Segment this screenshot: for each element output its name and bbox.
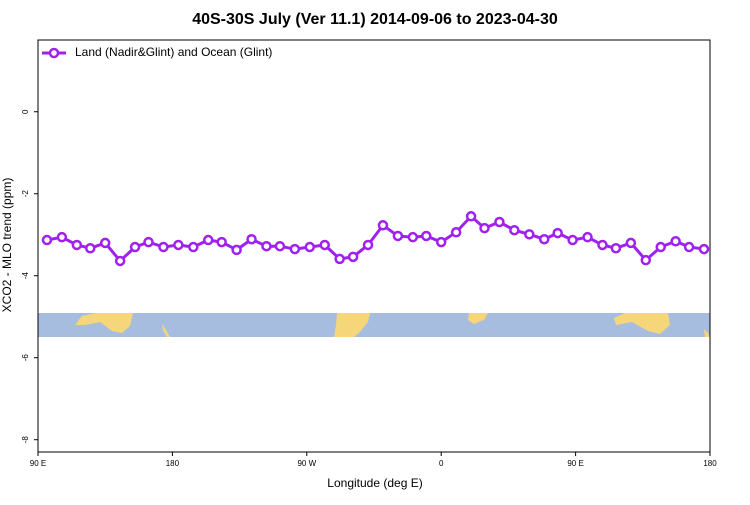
plot-frame [37,39,711,453]
data-point [202,234,214,246]
data-point [158,241,169,253]
data-point [582,231,593,243]
data-point [304,241,316,253]
x-tick-label: 180 [166,459,180,468]
data-point [683,241,695,253]
data-point [274,240,286,252]
ocean-band [38,313,710,337]
land [75,313,133,333]
data-point [392,230,404,242]
x-tick-label: 90 W [297,459,316,468]
data-point [85,243,96,254]
x-tick-label: 90 E [567,459,583,468]
data-point [597,239,608,251]
legend-marker [48,47,60,59]
data-point [188,241,199,253]
data-point [289,243,301,255]
data-point [465,211,477,222]
data-point [494,216,505,228]
land [468,313,488,324]
data-point [319,239,330,251]
data-point [567,234,578,246]
data-point [71,239,83,251]
y-tick-label: -8 [21,436,30,444]
data-point [421,230,432,242]
data-point [552,227,563,239]
data-point [99,237,111,249]
data-point [231,244,242,256]
data-point [173,239,184,251]
data-point [670,236,681,247]
x-axis-label: Longitude (deg E) [327,476,422,490]
x-tick-label: 90 E [30,459,46,468]
land [334,313,370,337]
data-point [640,254,652,266]
data-point [334,253,345,265]
data-point [610,243,622,254]
data-point [143,236,154,248]
data-point [655,241,666,253]
data-point [407,231,419,243]
map-strip [38,313,710,337]
data-point [216,236,227,248]
data-point [246,233,257,245]
data-point [625,237,637,249]
data-point [56,231,68,243]
legend-label: Land (Nadir&Glint) and Ocean (Glint) [75,45,272,59]
data-point [450,227,462,238]
data-point [538,233,550,245]
data-point [698,243,710,255]
data-point [362,239,374,251]
land [704,329,710,337]
data-point [377,220,389,231]
y-axis-label: XCO2 - MLO trend (ppm) [0,178,14,313]
data-point [479,222,490,234]
data-point [524,229,535,240]
y-tick-label: -6 [21,354,30,362]
land [162,324,170,337]
x-tick-label: 0 [439,459,444,468]
x-tick-label: 180 [703,459,717,468]
data-point [261,240,272,252]
y-tick-label: -4 [21,272,30,280]
legend: Land (Nadir&Glint) and Ocean (Glint) [42,45,272,59]
data-point [114,255,126,267]
land [614,313,670,334]
data-point [129,241,141,253]
y-tick-label: 0 [21,109,30,114]
data-point [41,234,53,246]
data-point [435,236,447,248]
y-tick-label: -2 [21,190,30,198]
series-line [46,214,705,264]
data-point [509,224,520,236]
data-point [347,251,359,263]
chart-title: 40S-30S July (Ver 11.1) 2014-09-06 to 20… [192,11,558,28]
